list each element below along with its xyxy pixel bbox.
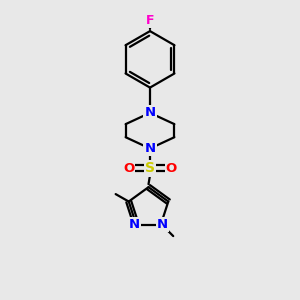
Text: O: O — [123, 162, 134, 175]
Text: S: S — [145, 161, 155, 176]
Text: F: F — [146, 14, 154, 27]
Text: N: N — [157, 218, 168, 231]
Text: N: N — [144, 106, 156, 119]
Text: N: N — [144, 142, 156, 155]
Text: N: N — [129, 218, 140, 231]
Text: O: O — [166, 162, 177, 175]
